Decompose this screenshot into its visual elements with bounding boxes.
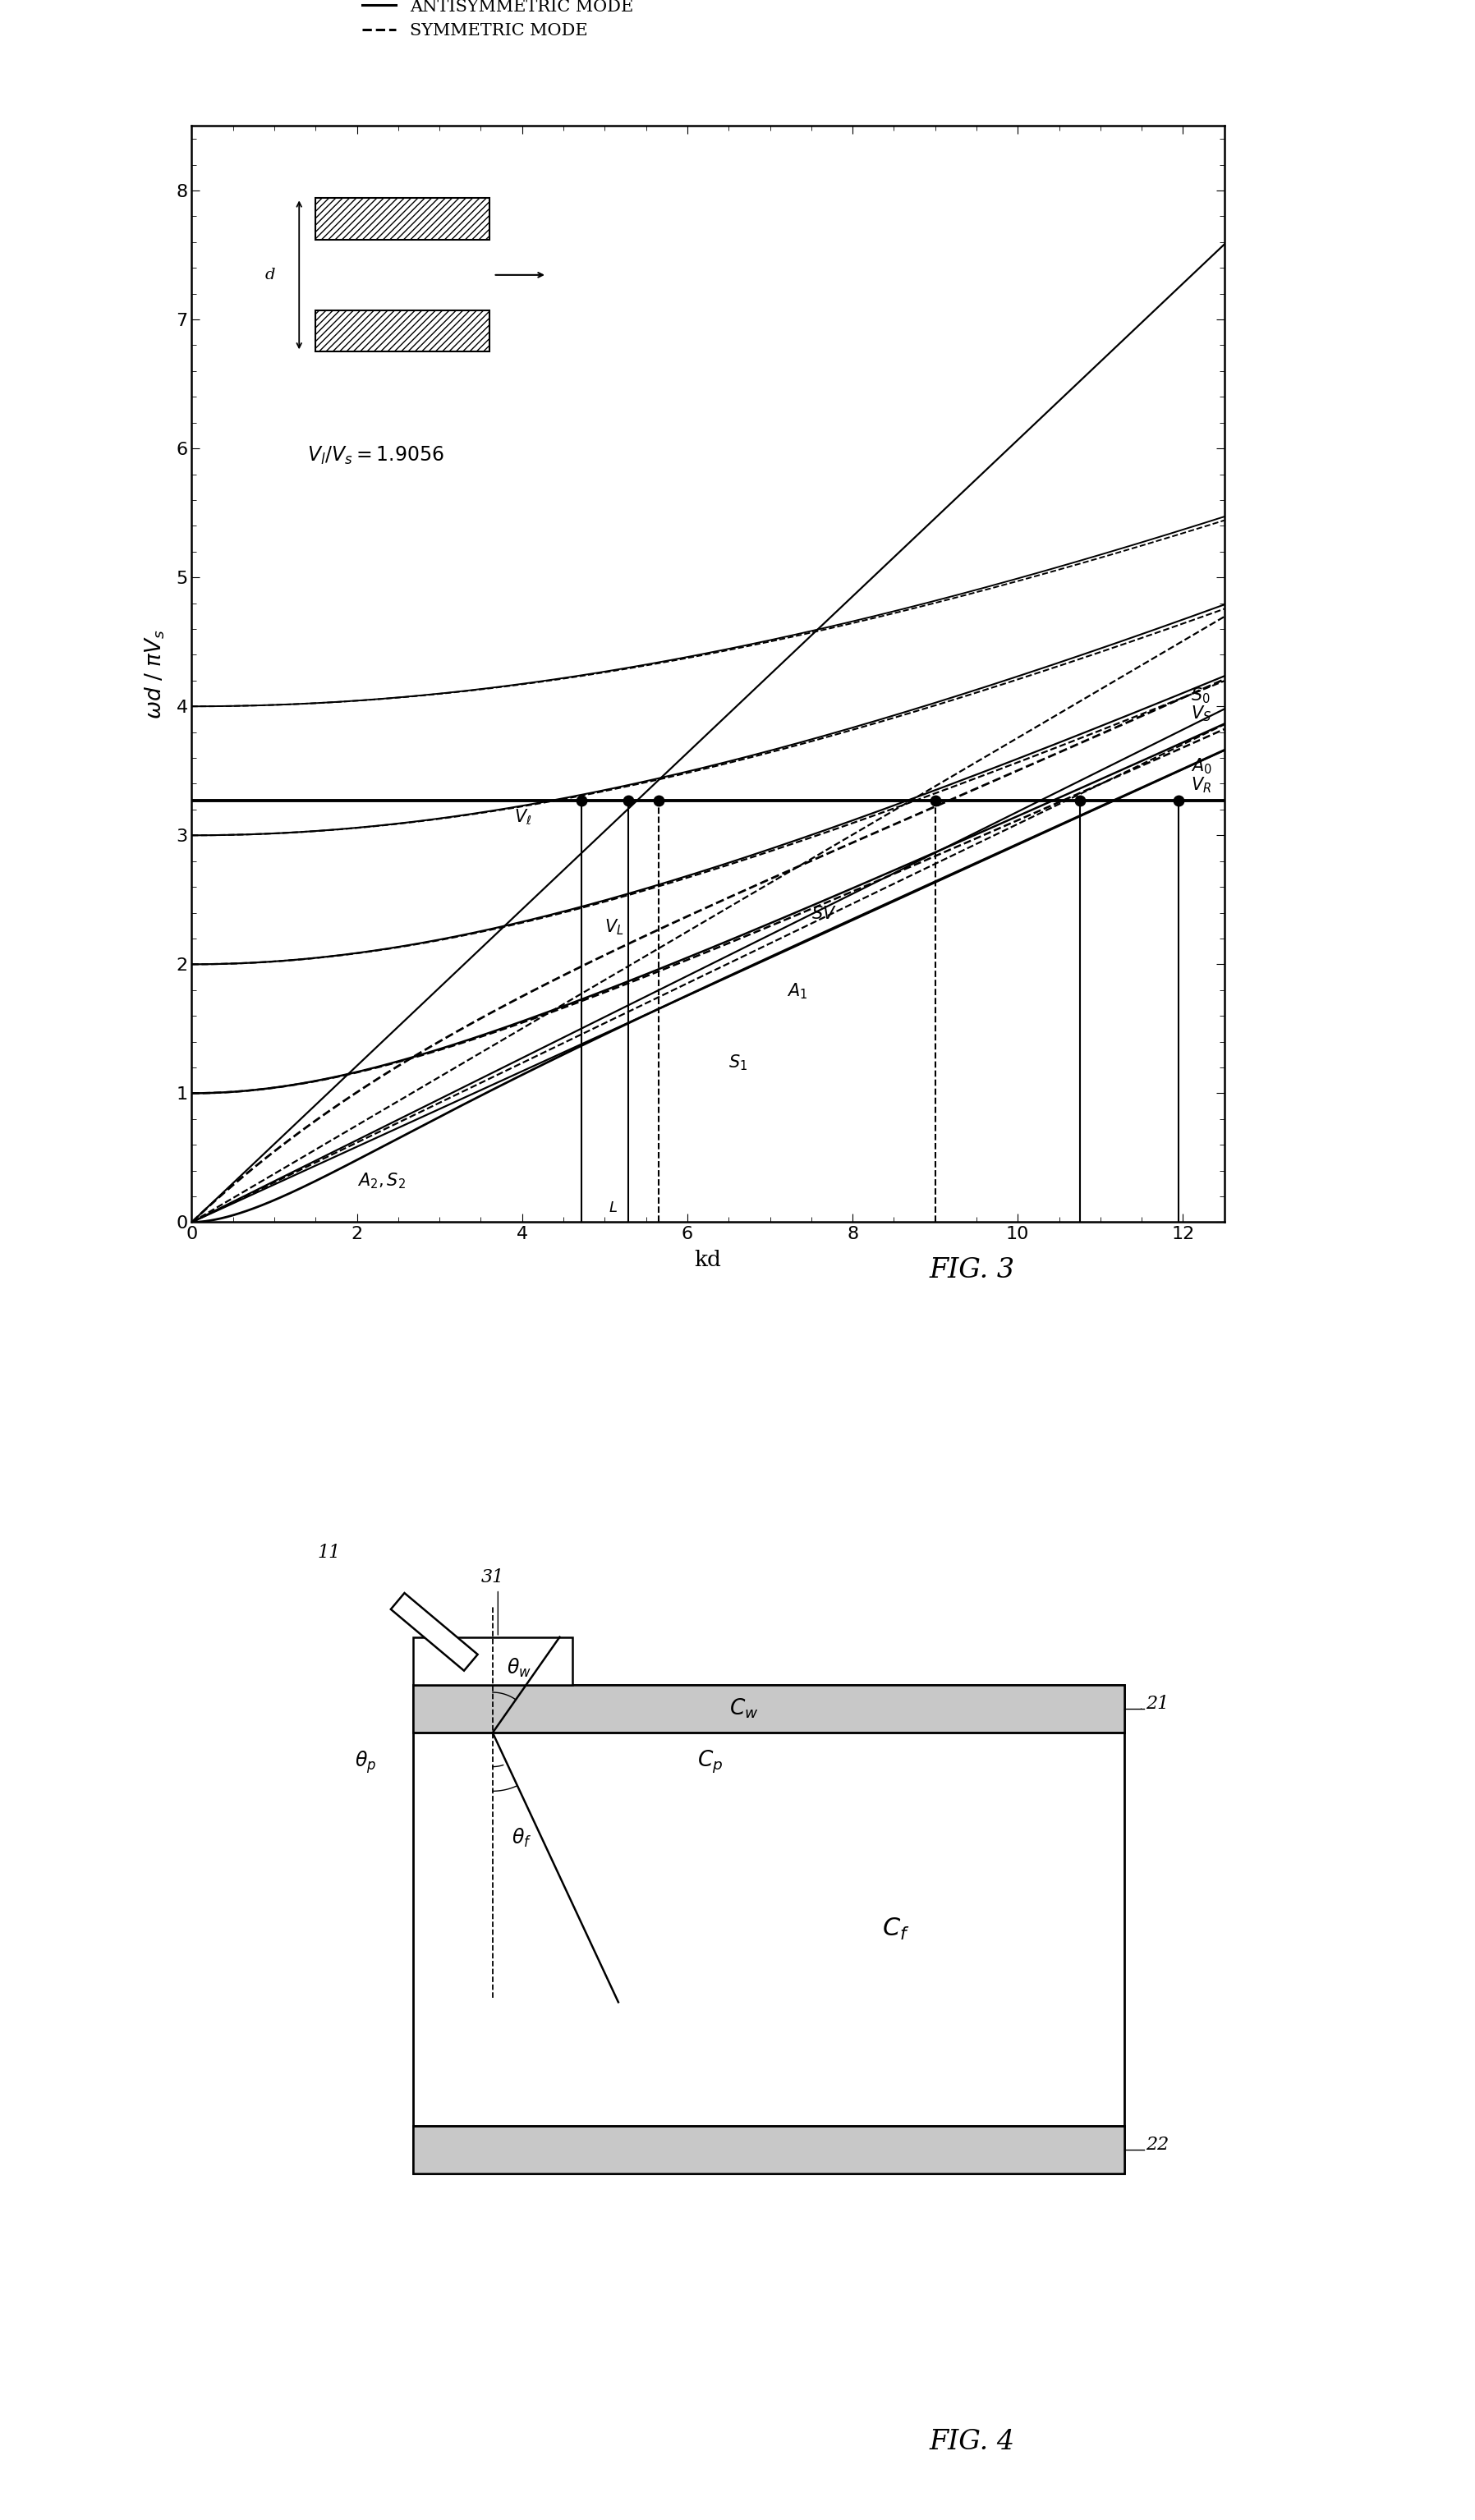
Text: $C_p$: $C_p$: [698, 1749, 723, 1774]
Text: 11: 11: [317, 1545, 341, 1562]
Text: 21: 21: [1146, 1696, 1170, 1714]
Y-axis label: $\omega d\ /\ \pi V_s$: $\omega d\ /\ \pi V_s$: [143, 630, 167, 718]
Text: $A_1$: $A_1$: [786, 983, 807, 1000]
Text: $L$: $L$: [609, 1200, 618, 1215]
Text: FIG. 3: FIG. 3: [929, 1257, 1015, 1283]
Text: $V_l / V_s = 1.9056$: $V_l / V_s = 1.9056$: [307, 446, 444, 466]
X-axis label: kd: kd: [695, 1250, 721, 1270]
Text: $A_2, S_2$: $A_2, S_2$: [357, 1172, 406, 1189]
Text: $V_S$: $V_S$: [1192, 703, 1212, 723]
Bar: [413, 1686, 1124, 2172]
Text: $S_0$: $S_0$: [1192, 685, 1211, 706]
Text: $V_L$: $V_L$: [605, 917, 624, 937]
Bar: [413, 2124, 1124, 2172]
Polygon shape: [391, 1593, 478, 1671]
Text: $V_R$: $V_R$: [1192, 776, 1212, 796]
Text: $\theta_w$: $\theta_w$: [506, 1658, 531, 1678]
Bar: [413, 1686, 1124, 1734]
Bar: [413, 1686, 1124, 1734]
Legend: ANTISYMMETRIC MODE, SYMMETRIC MODE: ANTISYMMETRIC MODE, SYMMETRIC MODE: [355, 0, 640, 45]
Text: $SV$: $SV$: [811, 907, 836, 922]
Bar: [316, 199, 490, 239]
Text: $\theta_p$: $\theta_p$: [354, 1749, 376, 1774]
Bar: [413, 2124, 1124, 2172]
Bar: [316, 310, 490, 353]
Bar: [413, 1638, 572, 1686]
Text: $C_w$: $C_w$: [730, 1696, 758, 1721]
Text: $A_0$: $A_0$: [1192, 756, 1212, 776]
Text: 31: 31: [481, 1567, 504, 1585]
Text: $\theta_f$: $\theta_f$: [512, 1827, 532, 1850]
Text: FIG. 4: FIG. 4: [929, 2429, 1015, 2454]
Text: d: d: [265, 267, 276, 282]
Text: $C_f$: $C_f$: [882, 1915, 910, 1943]
Text: $V_\ell$: $V_\ell$: [513, 806, 531, 827]
Text: 22: 22: [1146, 2134, 1170, 2155]
Text: $S_1$: $S_1$: [729, 1053, 748, 1071]
